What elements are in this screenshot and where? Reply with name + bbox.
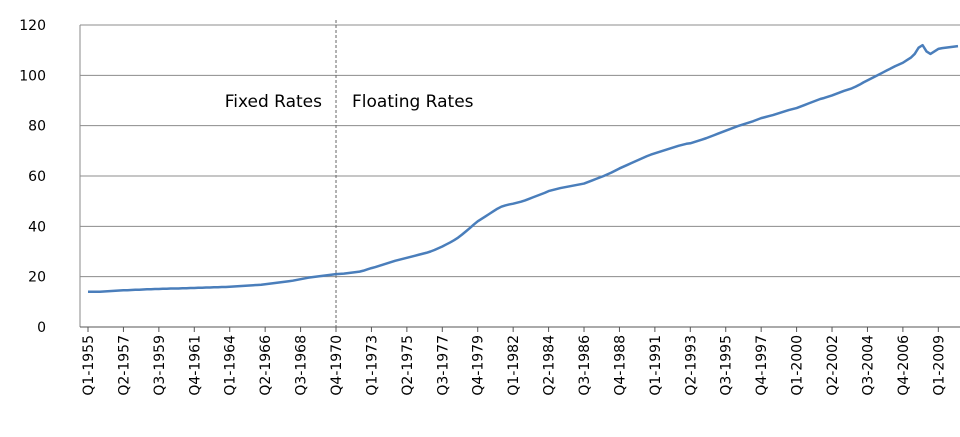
annotation: Floating Rates xyxy=(352,92,474,112)
x-tick-label: Q3-1995 xyxy=(719,335,735,396)
x-tick-label: Q4-1961 xyxy=(187,335,203,396)
x-tick-label: Q4-2006 xyxy=(896,335,912,396)
x-tick-label: Q2-2002 xyxy=(825,335,841,396)
data-line xyxy=(88,43,959,294)
x-tick-label: Q4-1979 xyxy=(471,335,487,396)
y-tick-label: 120 xyxy=(19,18,46,34)
x-tick-label: Q4-1997 xyxy=(754,335,770,396)
x-tick-label: Q2-1966 xyxy=(258,335,274,396)
x-tick-label: Q3-2004 xyxy=(860,335,876,396)
y-tick-label: 40 xyxy=(28,219,46,235)
y-tick-label: 20 xyxy=(28,270,46,286)
x-tick-label: Q2-1993 xyxy=(683,335,699,396)
y-tick-label: 0 xyxy=(37,320,46,336)
x-tick-label: Q2-1975 xyxy=(400,335,416,396)
x-tick-label: Q1-1955 xyxy=(81,335,97,396)
y-tick-label: 80 xyxy=(28,119,46,135)
x-tick-label: Q2-1984 xyxy=(542,335,558,396)
x-tick-label: Q1-1982 xyxy=(506,335,522,396)
x-tick-label: Q1-1964 xyxy=(223,335,239,396)
x-tick-label: Q4-1970 xyxy=(329,335,345,396)
x-tick-label: Q3-1986 xyxy=(577,335,593,396)
y-tick-label: 100 xyxy=(19,68,46,84)
annotation: Fixed Rates xyxy=(225,92,322,112)
x-tick-label: Q3-1959 xyxy=(152,335,168,396)
x-tick-label: Q4-1988 xyxy=(612,335,628,396)
x-tick-label: Q1-2000 xyxy=(790,335,806,396)
x-tick-label: Q1-1973 xyxy=(364,335,380,396)
x-tick-label: Q1-2009 xyxy=(931,335,947,396)
x-tick-label: Q2-1957 xyxy=(116,335,132,396)
x-tick-label: Q3-1977 xyxy=(435,335,451,396)
y-tick-label: 60 xyxy=(28,169,46,185)
x-tick-label: Q1-1991 xyxy=(648,335,664,396)
x-tick-label: Q3-1968 xyxy=(294,335,310,396)
